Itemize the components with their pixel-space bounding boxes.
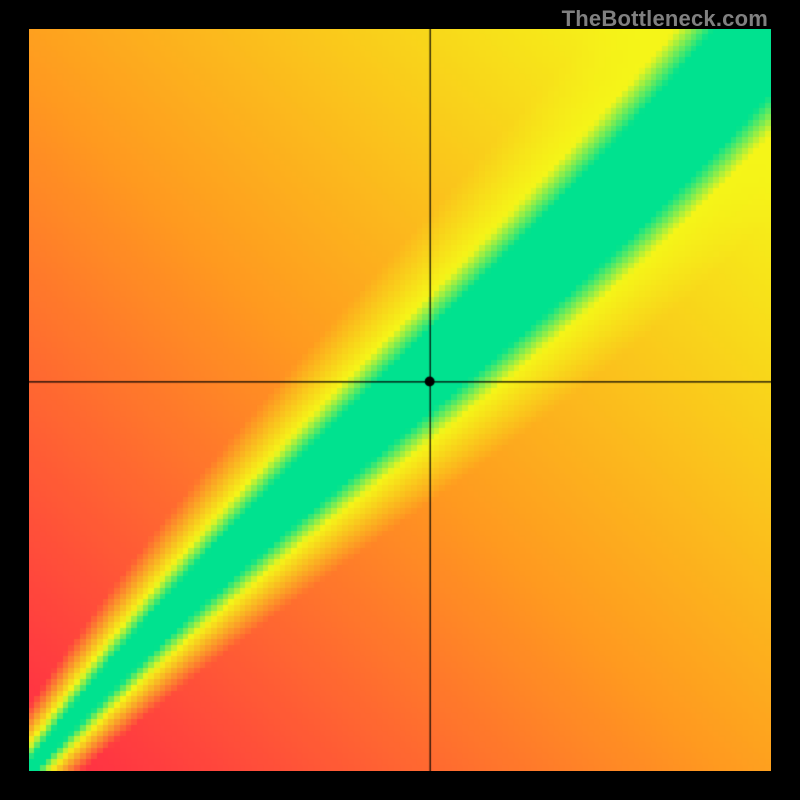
watermark-text: TheBottleneck.com	[562, 6, 768, 32]
bottleneck-heatmap	[29, 29, 771, 771]
